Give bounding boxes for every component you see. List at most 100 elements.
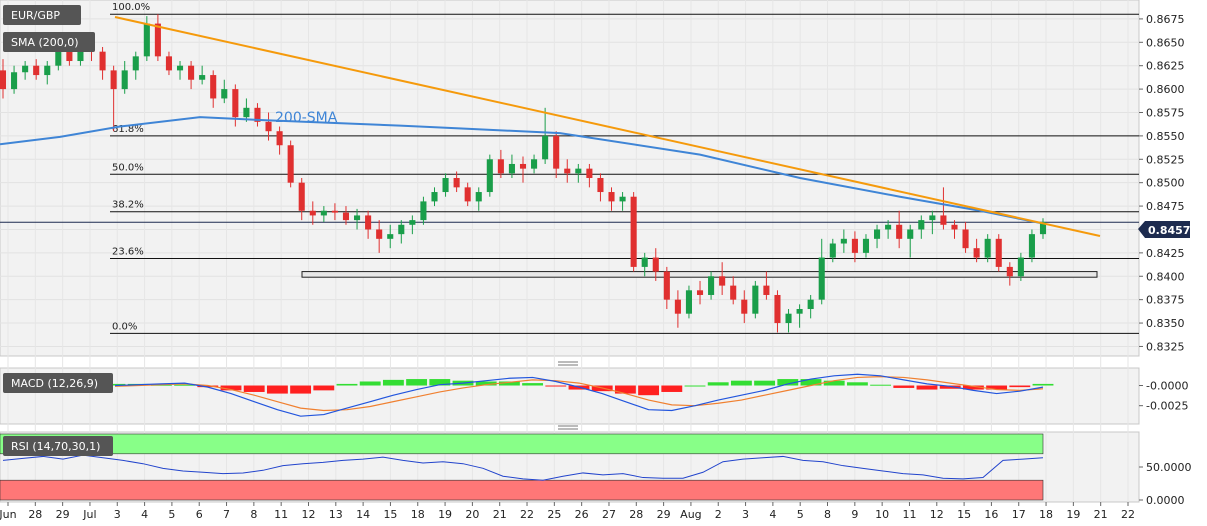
candle-body xyxy=(475,192,482,202)
macd-histogram-bar xyxy=(406,379,428,386)
sma-200-line xyxy=(0,116,1041,224)
time-tick-label: 4 xyxy=(769,508,776,521)
candle-body xyxy=(984,238,991,258)
time-tick-label: 3 xyxy=(114,508,121,521)
macd-histogram-bar xyxy=(893,385,915,388)
candle-body xyxy=(121,70,128,90)
candle-body xyxy=(752,285,759,314)
candle-body xyxy=(110,70,117,90)
fib-level-label: 0.0% xyxy=(112,321,137,332)
macd-series xyxy=(104,373,1054,417)
candle-body xyxy=(874,229,881,239)
macd-histogram-bar xyxy=(174,384,196,386)
candle-body xyxy=(165,56,172,71)
resistance-trendline xyxy=(114,16,1101,237)
macd-badge[interactable]: MACD (12,26,9) xyxy=(3,373,113,393)
candle-body xyxy=(154,23,161,57)
candle-body xyxy=(143,23,150,57)
candle-body xyxy=(420,201,427,221)
candle-body xyxy=(0,70,7,90)
candle-body xyxy=(309,210,316,216)
candle-body xyxy=(918,220,925,230)
candle-body xyxy=(995,238,1002,267)
macd-histogram-bar xyxy=(684,385,706,387)
candle-body xyxy=(951,224,958,230)
candle-body xyxy=(254,107,261,122)
candle-body xyxy=(597,178,604,193)
candle-body xyxy=(575,168,582,174)
rsi-pane-resize-handle[interactable] xyxy=(558,425,578,430)
rsi-series xyxy=(0,433,1044,501)
candle-body xyxy=(342,212,350,221)
macd-line xyxy=(114,373,1044,417)
macd-histogram-bar xyxy=(986,385,1008,390)
candle-body xyxy=(885,224,892,230)
candle-body xyxy=(785,313,792,324)
macd-pane-resize-handle[interactable] xyxy=(558,361,578,366)
price-pane xyxy=(0,0,1140,357)
candle-body xyxy=(652,257,659,272)
price-tick-label: 0.8350 xyxy=(1146,317,1185,330)
fibonacci-levels: 100.0% 61.8% 50.0% 38.2% 23.6% 0.0% xyxy=(0,2,1139,334)
sma-indicator-badge[interactable]: SMA (200,0) xyxy=(3,32,95,52)
candle-body xyxy=(99,51,106,71)
candle-body xyxy=(320,210,327,216)
candle-body xyxy=(243,107,250,118)
candle-body xyxy=(354,215,361,221)
candle-body xyxy=(896,224,903,239)
candle-body xyxy=(398,224,405,235)
candle-body xyxy=(188,65,195,80)
macd-histogram-bar xyxy=(197,385,219,388)
symbol-badge[interactable]: EUR/GBP xyxy=(3,5,81,25)
sma-label: 200-SMA xyxy=(275,110,338,126)
macd-histogram-bar xyxy=(522,383,544,386)
candle-body xyxy=(464,187,471,202)
candle-body xyxy=(199,75,206,80)
candle-body xyxy=(265,121,272,132)
time-tick-label: Jun xyxy=(0,508,17,521)
candle-body xyxy=(1006,266,1013,277)
time-tick-label: 22 xyxy=(1121,508,1135,521)
time-tick-label: 18 xyxy=(1039,508,1053,521)
candle-body xyxy=(232,89,239,118)
candle-body xyxy=(829,243,836,258)
candle-body xyxy=(276,131,283,146)
candle-body xyxy=(608,192,615,202)
macd-histogram-bar xyxy=(382,379,404,386)
candle-body xyxy=(553,135,560,169)
candle-body xyxy=(331,210,338,213)
rsi-badge[interactable]: RSI (14,70,30,1) xyxy=(3,436,113,456)
macd-histogram-bar xyxy=(1032,383,1054,386)
time-tick-label: 11 xyxy=(902,508,916,521)
macd-histogram-bar xyxy=(498,381,520,386)
time-tick-label: 12 xyxy=(930,508,944,521)
macd-histogram-bar xyxy=(846,382,868,386)
price-tick-label: 0.8325 xyxy=(1146,340,1185,353)
macd-histogram-bar xyxy=(916,385,938,390)
candle-body xyxy=(619,196,626,202)
candle-body xyxy=(840,238,847,244)
candle-body xyxy=(365,215,372,230)
candle-body xyxy=(907,229,914,239)
price-tick-label: 0.8575 xyxy=(1146,106,1185,119)
price-tick-label: 0.8625 xyxy=(1146,60,1185,73)
rsi-overbought-zone xyxy=(0,433,1044,455)
candle-body xyxy=(818,257,825,300)
candle-body xyxy=(486,159,493,193)
candle-body xyxy=(497,159,504,174)
rsi-badge-label: RSI (14,70,30,1) xyxy=(11,440,100,453)
macd-histogram-bar xyxy=(429,379,451,386)
macd-badge-label: MACD (12,26,9) xyxy=(11,377,98,390)
candle-body xyxy=(630,196,637,267)
time-tick-label: 21 xyxy=(1094,508,1108,521)
candle-body xyxy=(940,215,947,225)
time-tick-label: 15 xyxy=(383,508,397,521)
macd-histogram-bar xyxy=(475,381,497,386)
time-tick-label: Aug xyxy=(680,508,701,521)
candle-body xyxy=(453,178,460,188)
time-tick-label: 7 xyxy=(223,508,230,521)
grid xyxy=(0,0,1139,502)
time-tick-label: 16 xyxy=(984,508,998,521)
candle-body xyxy=(431,192,438,202)
price-tick-label: 0.8675 xyxy=(1146,13,1185,26)
